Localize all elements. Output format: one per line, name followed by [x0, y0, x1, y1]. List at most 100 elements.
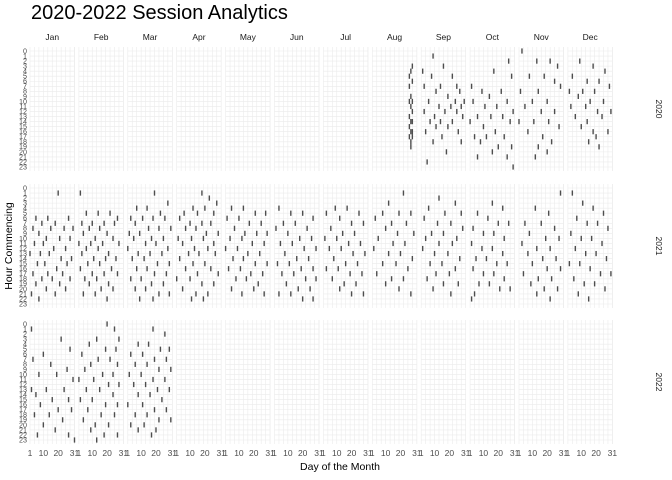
- session-mark: [553, 108, 556, 115]
- session-mark: [38, 230, 40, 236]
- session-mark: [48, 250, 50, 257]
- facet-month-label: Nov: [534, 32, 550, 42]
- session-mark: [47, 215, 49, 221]
- session-mark: [421, 68, 424, 74]
- y-tick-label: 9: [23, 365, 27, 374]
- session-mark: [309, 286, 311, 292]
- session-mark: [259, 250, 261, 257]
- session-mark: [85, 245, 88, 252]
- session-mark: [167, 245, 169, 252]
- session-mark: [33, 240, 36, 247]
- y-tick-label: 18: [19, 410, 27, 419]
- session-mark: [130, 422, 132, 428]
- x-tick-label: 10: [332, 448, 342, 458]
- session-mark: [168, 291, 171, 297]
- session-mark: [442, 63, 445, 69]
- session-mark: [493, 230, 495, 236]
- x-tick-label: 1: [272, 448, 277, 458]
- x-tick-label: 1: [468, 448, 473, 458]
- session-mark: [242, 256, 245, 262]
- session-mark: [509, 119, 511, 125]
- session-mark: [350, 220, 353, 226]
- session-mark: [131, 256, 133, 262]
- session-mark: [448, 271, 451, 277]
- session-mark: [408, 83, 411, 89]
- session-mark: [158, 225, 160, 231]
- session-mark: [146, 361, 148, 367]
- session-mark: [543, 286, 545, 292]
- session-mark: [583, 281, 585, 287]
- y-tick-label: 10: [19, 97, 27, 106]
- session-mark: [116, 402, 119, 408]
- session-mark: [331, 276, 333, 282]
- session-mark: [118, 336, 120, 342]
- session-mark: [476, 113, 479, 120]
- y-tick-label: 15: [19, 122, 27, 131]
- session-mark: [116, 432, 119, 438]
- session-mark: [113, 412, 116, 418]
- session-mark: [236, 245, 239, 252]
- session-mark: [550, 139, 553, 145]
- session-mark: [451, 73, 454, 79]
- session-mark: [445, 149, 448, 155]
- session-mark: [585, 103, 587, 110]
- session-mark: [168, 261, 171, 267]
- session-mark: [96, 276, 98, 282]
- session-mark: [543, 73, 545, 79]
- session-mark: [512, 164, 514, 170]
- session-mark: [387, 250, 390, 257]
- session-mark: [136, 266, 138, 272]
- session-mark: [149, 250, 151, 257]
- session-mark: [462, 113, 464, 120]
- x-tick-label: 20: [151, 448, 161, 458]
- session-mark: [312, 215, 314, 221]
- session-mark: [537, 144, 539, 150]
- session-mark: [362, 291, 365, 297]
- session-mark: [138, 230, 141, 236]
- session-mark: [570, 103, 572, 110]
- session-mark: [107, 422, 110, 428]
- session-mark: [540, 220, 542, 226]
- session-mark: [61, 271, 64, 277]
- facet-month-label: Aug: [387, 32, 402, 42]
- session-mark: [190, 235, 193, 242]
- session-mark: [85, 386, 88, 393]
- session-mark: [69, 276, 71, 282]
- session-mark: [168, 346, 171, 352]
- y-tick-label: 2: [23, 56, 27, 65]
- session-mark: [451, 240, 454, 247]
- x-tick-label: 31: [363, 448, 373, 458]
- session-mark: [50, 361, 52, 367]
- session-mark: [213, 210, 215, 216]
- y-tick-label: 8: [23, 87, 27, 96]
- session-mark: [195, 291, 197, 297]
- session-mark: [558, 235, 560, 242]
- session-mark: [482, 124, 485, 130]
- y-tick-label: 19: [19, 415, 27, 424]
- session-mark: [497, 220, 499, 226]
- session-mark: [336, 235, 338, 242]
- session-mark: [436, 220, 439, 226]
- session-mark: [193, 245, 196, 252]
- session-mark: [463, 98, 465, 105]
- session-mark: [170, 225, 172, 231]
- y-tick-label: 9: [23, 229, 27, 238]
- session-mark: [410, 129, 412, 135]
- session-mark: [325, 266, 328, 272]
- session-mark: [296, 256, 298, 262]
- x-tick-label: 31: [265, 448, 275, 458]
- session-mark: [230, 286, 233, 292]
- session-mark: [158, 366, 160, 372]
- session-mark: [444, 108, 446, 115]
- session-mark: [450, 103, 452, 110]
- y-tick-label: 4: [23, 67, 27, 76]
- session-mark: [45, 286, 48, 292]
- session-mark: [432, 139, 434, 145]
- session-mark: [138, 296, 141, 302]
- session-mark: [73, 437, 76, 443]
- session-mark: [303, 245, 305, 252]
- session-mark: [72, 225, 74, 231]
- session-mark: [395, 261, 397, 267]
- session-mark: [281, 271, 283, 277]
- session-mark: [90, 240, 92, 247]
